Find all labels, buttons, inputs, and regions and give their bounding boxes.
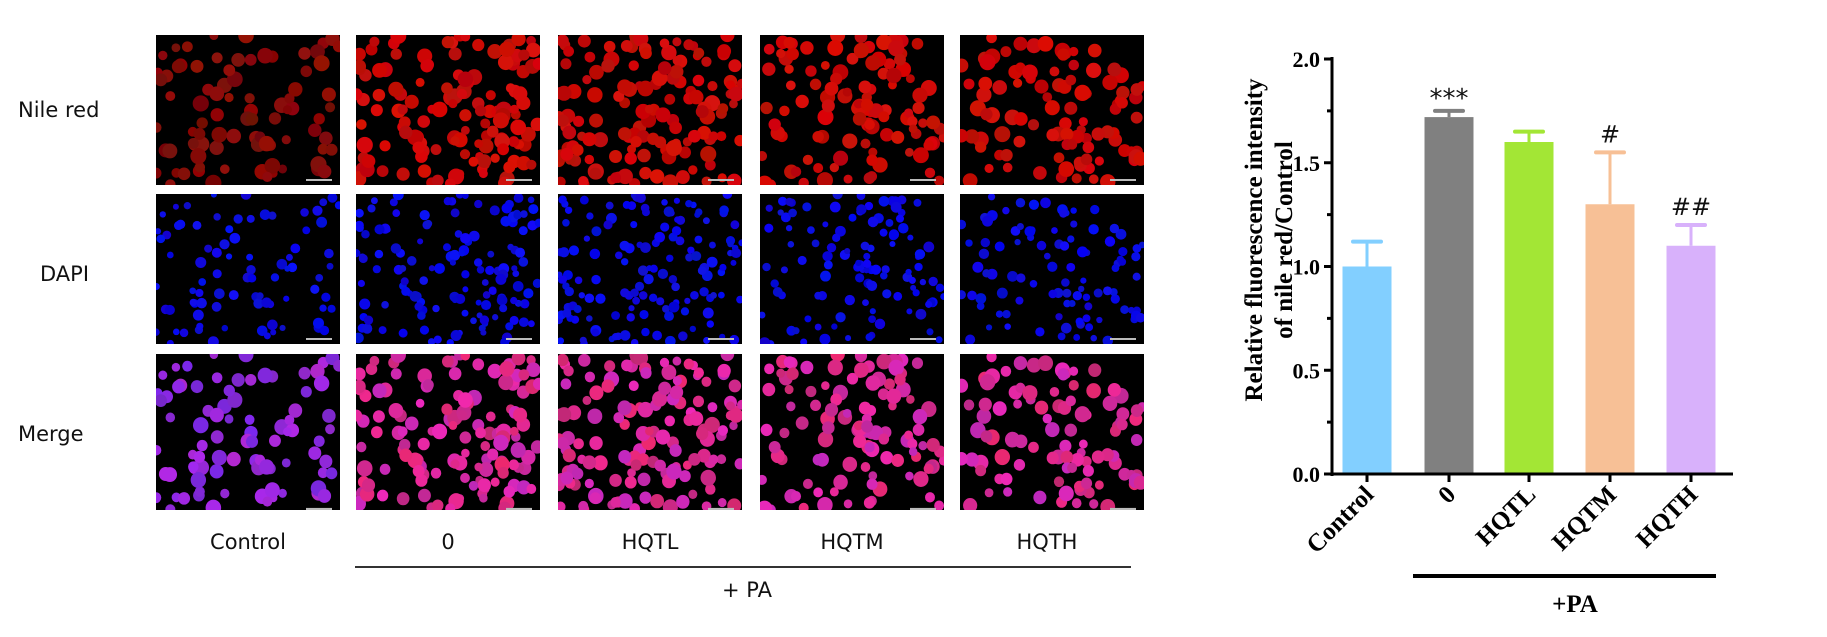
micrograph-dapi-0 <box>356 194 540 344</box>
micrograph-merge-0 <box>356 354 540 510</box>
row-label-nile-red: Nile red <box>18 98 100 122</box>
x-tick-label: Control <box>1302 481 1380 559</box>
significance-marker: # <box>1600 120 1620 148</box>
micrograph-merge-hqtl <box>558 354 742 510</box>
micrograph-nile-red-hqtl <box>558 35 742 185</box>
micrograph-nile-red-control <box>156 35 340 185</box>
significance-marker: ## <box>1671 193 1711 221</box>
column-label-hqtm: HQTM <box>820 530 884 554</box>
x-tick-label: HQTL <box>1471 481 1541 551</box>
y-axis-label-line2: of nile red/Control <box>1271 141 1298 339</box>
micrograph-dapi-hqtm <box>760 194 944 344</box>
y-tick-label: 0.5 <box>1293 358 1321 383</box>
column-label-control: Control <box>210 530 286 554</box>
column-label-hqtl: HQTL <box>621 530 679 554</box>
micrograph-merge-control <box>156 354 340 510</box>
x-tick-label: HQTH <box>1631 481 1704 554</box>
pa-group-label: +PA <box>1552 591 1598 618</box>
pa-group-label: + PA <box>722 578 772 602</box>
micrograph-dapi-hqth <box>960 194 1144 344</box>
row-label-dapi: DAPI <box>40 262 90 286</box>
micrograph-dapi-control <box>156 194 340 344</box>
micrograph-nile-red-hqtm <box>760 35 944 185</box>
bar-hqtm <box>1585 204 1635 474</box>
x-tick-label: 0 <box>1433 481 1461 509</box>
bar-hqth <box>1666 245 1716 474</box>
pa-group-line <box>355 566 1131 568</box>
bar-control <box>1342 266 1392 474</box>
y-tick-label: 2.0 <box>1293 47 1321 72</box>
y-tick-label: 0.0 <box>1293 462 1321 487</box>
micrograph-nile-red-0 <box>356 35 540 185</box>
x-tick-label: HQTM <box>1547 481 1622 556</box>
micrograph-dapi-hqtl <box>558 194 742 344</box>
micrograph-merge-hqtm <box>760 354 944 510</box>
column-label-0: 0 <box>441 530 455 554</box>
micrograph-merge-hqth <box>960 354 1144 510</box>
micrograph-nile-red-hqth <box>960 35 1144 185</box>
y-tick-label: 1.5 <box>1293 151 1321 176</box>
y-axis-label-line1: Relative fluorescence intensity <box>1241 78 1268 402</box>
bar-hqtl <box>1504 142 1554 474</box>
y-tick-label: 1.0 <box>1293 255 1321 280</box>
column-label-hqth: HQTH <box>1016 530 1078 554</box>
significance-marker: *** <box>1430 84 1469 114</box>
bar-0 <box>1424 117 1474 474</box>
row-label-merge: Merge <box>18 422 84 446</box>
